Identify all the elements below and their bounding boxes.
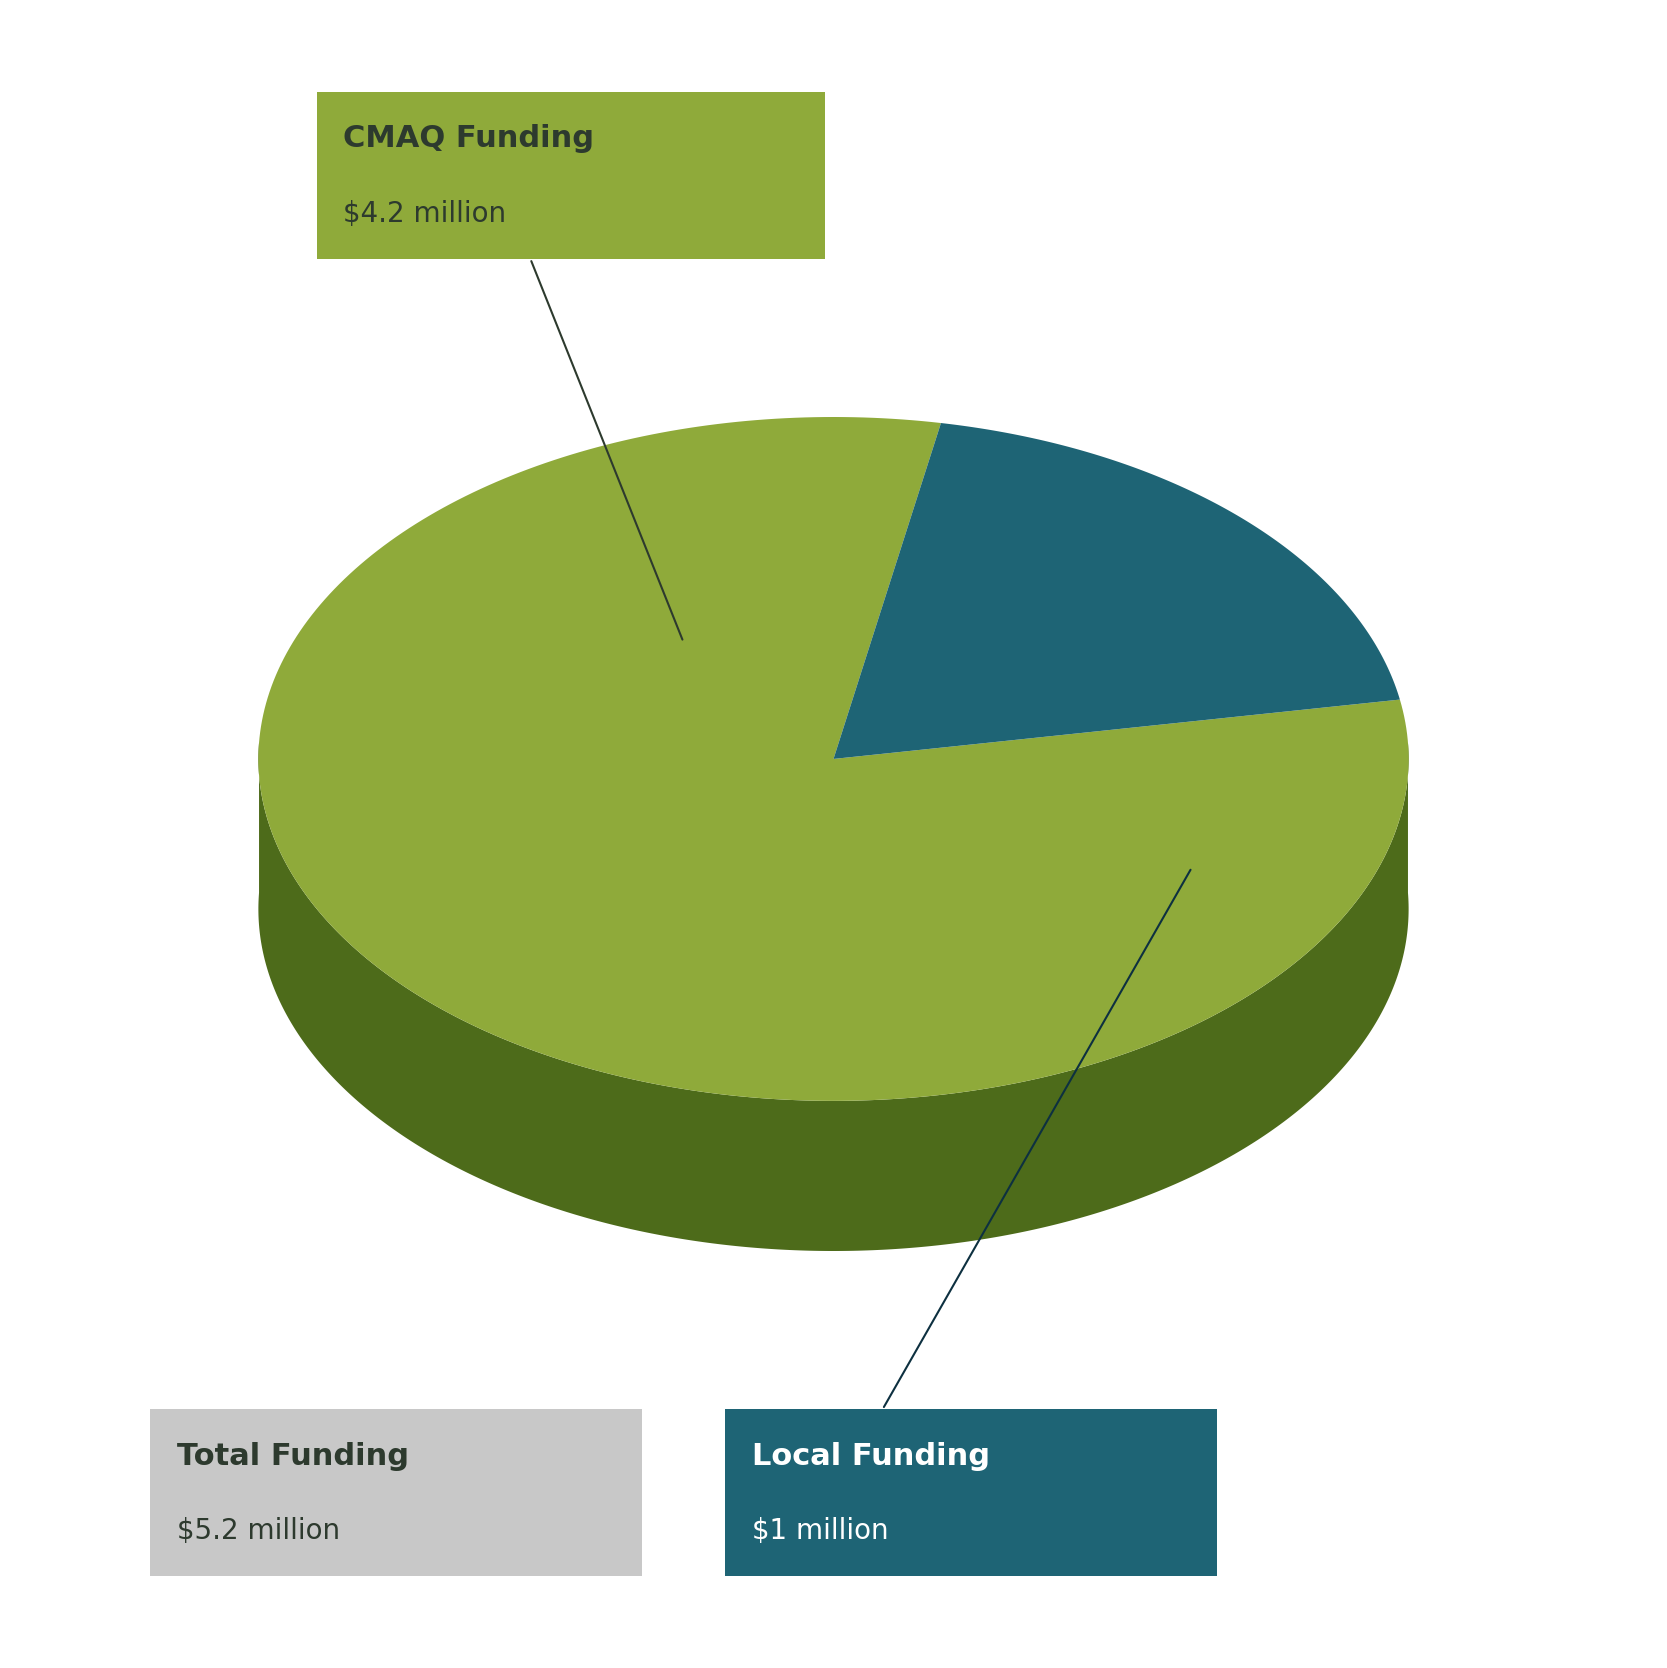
FancyBboxPatch shape [150,1409,642,1576]
Polygon shape [258,417,1409,1101]
Text: Total Funding: Total Funding [177,1441,408,1471]
Polygon shape [834,424,1400,759]
FancyBboxPatch shape [317,92,825,259]
Text: $1 million: $1 million [752,1518,889,1545]
Text: $5.2 million: $5.2 million [177,1518,340,1545]
Text: $4.2 million: $4.2 million [343,200,507,227]
Polygon shape [258,742,1409,1251]
Text: Local Funding: Local Funding [752,1441,990,1471]
FancyBboxPatch shape [725,1409,1217,1576]
Text: CMAQ Funding: CMAQ Funding [343,123,595,153]
